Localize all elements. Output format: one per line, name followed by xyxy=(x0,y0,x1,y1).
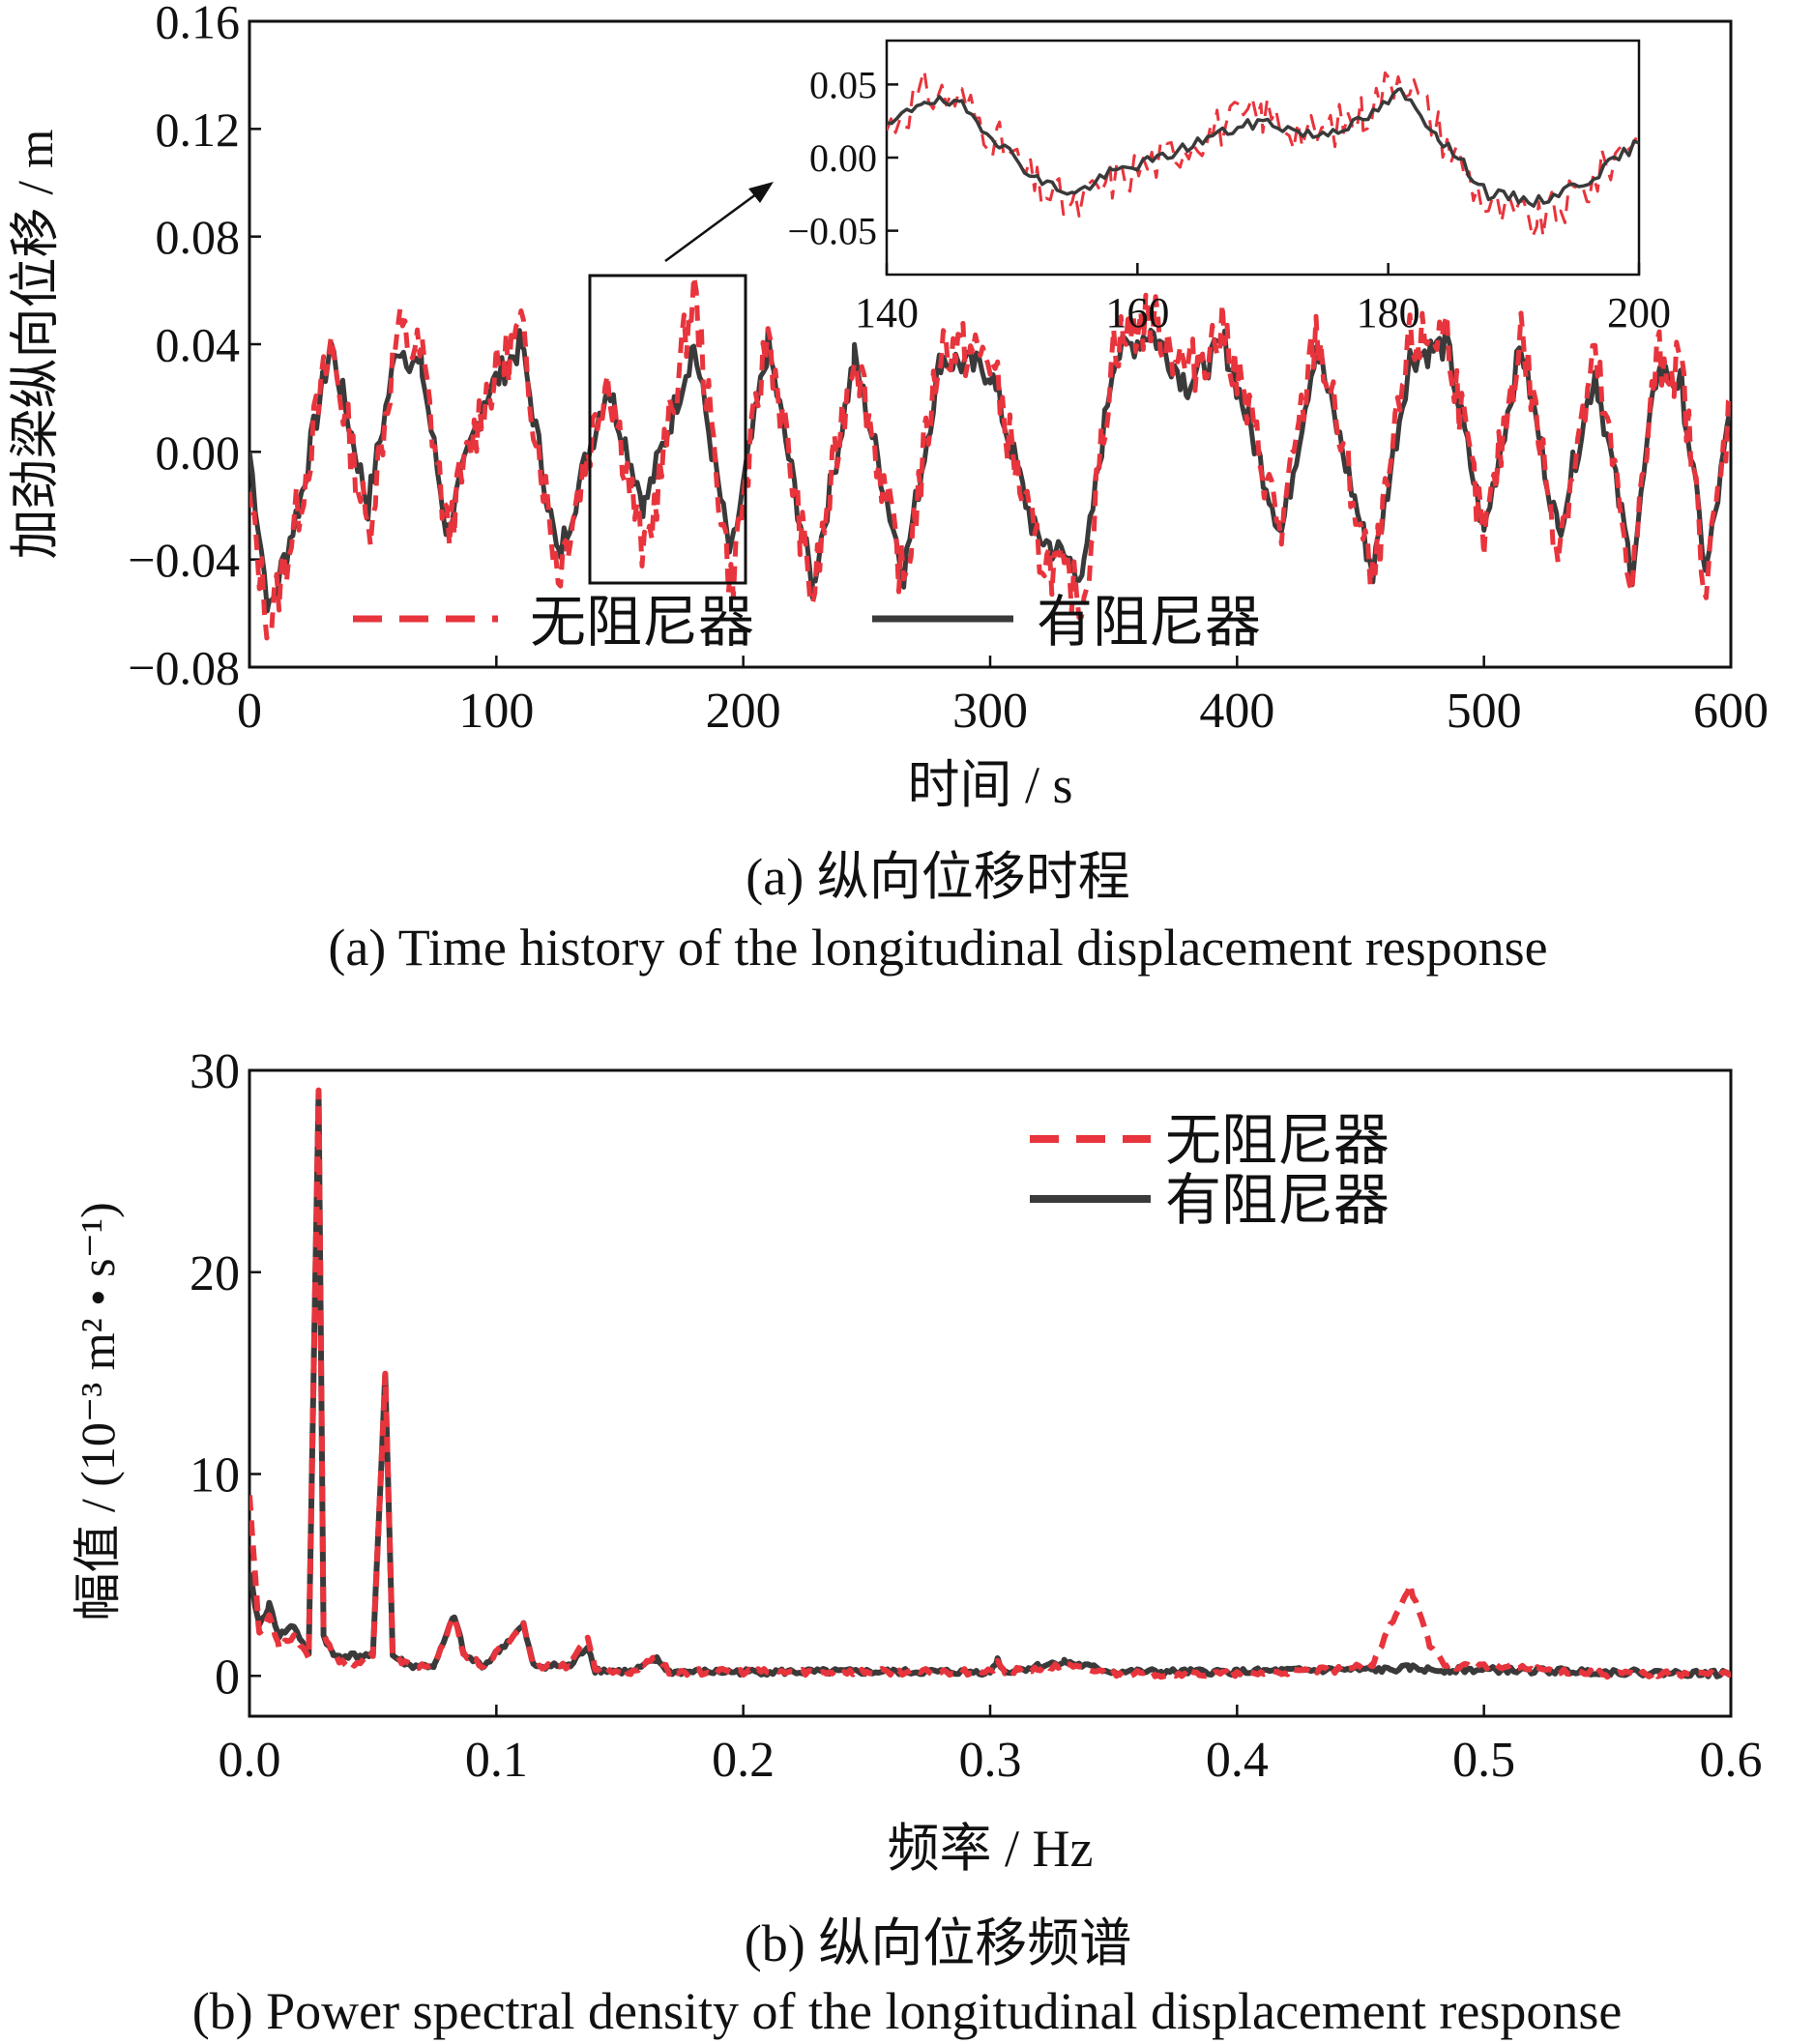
inset-arrow-head xyxy=(748,182,774,203)
panel-a-y-tick-label: 0.12 xyxy=(156,102,241,157)
panel-a-x-tick-label: 200 xyxy=(706,684,781,739)
panel-a-x-tick-label: 300 xyxy=(952,684,1028,739)
inset-x-tick-label: 140 xyxy=(855,289,919,336)
legend-label-no-damper: 无阻尼器 xyxy=(530,591,754,654)
panel-b-caption-cn: (b) 纵向位移频谱 xyxy=(745,1914,1131,1972)
panel-a-y-tick-label: −0.08 xyxy=(128,641,240,695)
psd-no-damper-line xyxy=(249,1087,1731,1680)
inset-x-tick-label: 160 xyxy=(1105,289,1169,336)
panel-a-y-axis-label: 加劲梁纵向位移 / m xyxy=(9,130,64,560)
panel-a-legend: 无阻尼器 有阻尼器 xyxy=(353,591,1261,654)
panel-b-x-tick-label: 0.6 xyxy=(1700,1733,1763,1788)
panel-a-caption-en: (a) Time history of the longitudinal dis… xyxy=(328,919,1547,977)
series-no-damper-line xyxy=(249,274,1731,641)
legend-label-with-damper: 有阻尼器 xyxy=(1037,591,1261,654)
panel-a-y-tick-label: −0.04 xyxy=(128,533,240,587)
legend-label-with-damper-b: 有阻尼器 xyxy=(1165,1169,1390,1232)
panel-a-caption-cn: (a) 纵向位移时程 xyxy=(746,848,1129,906)
panel-a-x-tick-label: 600 xyxy=(1693,684,1769,739)
panel-a-x-axis-label: 时间 / s xyxy=(907,756,1072,814)
inset-frame xyxy=(885,39,1641,277)
inset-y-tick-label: 0.00 xyxy=(809,136,877,180)
inset-y-tick-label: −0.05 xyxy=(787,210,877,253)
psd-with-damper-line xyxy=(249,1090,1731,1679)
panel-b-y-tick-label: 20 xyxy=(190,1246,240,1301)
inset-y-tick-label: 0.05 xyxy=(809,63,877,106)
panel-a: −0.08 −0.04 0.00 0.04 0.08 0.12 0.16 0 100 200 30… xyxy=(9,0,1769,977)
panel-b-x-tick-label: 0.3 xyxy=(959,1733,1022,1788)
panel-b-x-tick-label: 0.0 xyxy=(219,1733,281,1788)
panel-b-caption-en: (b) Power spectral density of the longit… xyxy=(192,1982,1623,2040)
panel-b-y-tick-label: 10 xyxy=(190,1448,240,1504)
panel-a-y-tick-label: 0.00 xyxy=(156,425,241,480)
panel-b-x-axis-label: 频率 / Hz xyxy=(888,1820,1094,1878)
inset-series-with-damper-line xyxy=(887,87,1639,208)
panel-a-x-tick-label: 500 xyxy=(1447,684,1522,739)
panel-b-y-tick-label: 0 xyxy=(215,1650,240,1705)
panel-a-x-tick-label: 0 xyxy=(237,684,262,739)
panel-b-x-tick-label: 0.5 xyxy=(1452,1733,1515,1788)
inset-arrow xyxy=(664,187,765,263)
panel-b-legend: 无阻尼器 有阻尼器 xyxy=(1030,1109,1390,1232)
panel-b-y-tick-label: 30 xyxy=(190,1044,240,1099)
panel-b-y-axis-label: 幅值 / (10⁻³ m² • s⁻¹) xyxy=(71,1202,125,1621)
panel-b: 0 10 20 30 0.0 0.1 0.2 0.3 0.4 0.5 0.6 幅值 / (10⁻³… xyxy=(71,1044,1763,2040)
panel-a-x-tick-label: 100 xyxy=(458,684,534,739)
panel-a-y-tick-label: 0.08 xyxy=(156,210,241,264)
inset-x-tick-label: 200 xyxy=(1607,289,1671,336)
legend-label-no-damper-b: 无阻尼器 xyxy=(1165,1109,1390,1172)
panel-a-y-tick-label: 0.04 xyxy=(156,318,241,372)
inset-x-tick-label: 180 xyxy=(1357,289,1420,336)
inset-highlight-box xyxy=(588,274,747,585)
panel-b-x-tick-label: 0.2 xyxy=(712,1733,775,1788)
panel-b-x-tick-label: 0.1 xyxy=(465,1733,528,1788)
panel-b-x-tick-label: 0.4 xyxy=(1206,1733,1269,1788)
panel-a-x-tick-label: 400 xyxy=(1199,684,1274,739)
panel-b-plot-frame xyxy=(248,1068,1733,1718)
panel-a-y-tick-label: 0.16 xyxy=(156,0,241,49)
